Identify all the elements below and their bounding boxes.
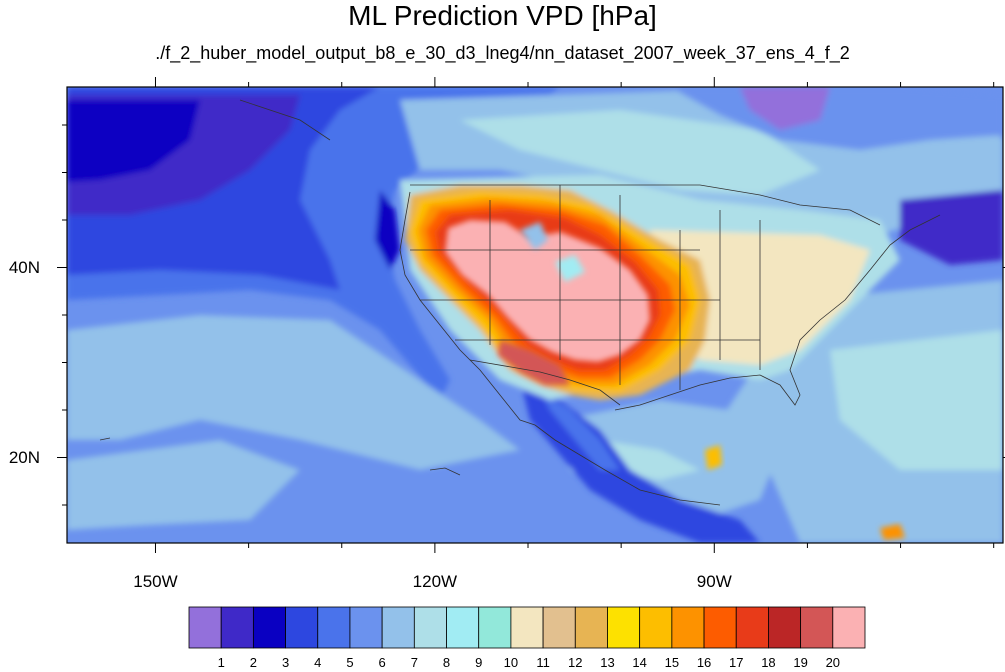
map-plot-area (67, 87, 1003, 543)
map-subtitle: ./f_2_huber_model_output_b8_e_30_d3_lneg… (155, 43, 850, 63)
colorbar-swatch (542, 606, 576, 649)
colorbar (188, 606, 866, 649)
colorbar-label: 14 (632, 655, 647, 670)
colorbar-label: 18 (761, 655, 776, 670)
colorbar-swatch (607, 606, 641, 649)
colorbar-label: 9 (475, 655, 483, 670)
colorbar-swatch (735, 606, 769, 649)
colorbar-label: 7 (410, 655, 418, 670)
colorbar-swatch (349, 606, 383, 649)
colorbar-swatch (317, 606, 351, 649)
colorbar-swatch (510, 606, 544, 649)
colorbar-label: 8 (442, 655, 451, 670)
colorbar-swatch (381, 606, 415, 649)
colorbar-swatch (703, 606, 737, 649)
colorbar-swatch (671, 606, 705, 649)
latitude-label: 20N (8, 447, 40, 467)
longitude-label: 90W (696, 572, 732, 591)
colorbar-swatch (252, 606, 286, 649)
colorbar-swatch (285, 606, 319, 649)
colorbar-swatch (413, 606, 447, 649)
colorbar-label: 16 (696, 655, 712, 670)
vpd-core-region (445, 220, 650, 362)
colorbar-label: 12 (568, 655, 583, 670)
colorbar-label: 11 (536, 655, 550, 670)
axis-ticks (57, 77, 1005, 553)
colorbar-label: 19 (793, 655, 808, 670)
longitude-label: 120W (412, 572, 458, 591)
map-title: ML Prediction VPD [hPa] (348, 0, 657, 31)
colorbar-swatch (188, 606, 222, 649)
colorbar-label: 2 (249, 655, 257, 670)
colorbar-label: 3 (281, 655, 290, 670)
colorbar-label: 4 (314, 655, 322, 670)
colorbar-label: 20 (825, 655, 841, 670)
colorbar-swatch (446, 606, 480, 649)
colorbar-swatch (574, 606, 608, 649)
colorbar-label: 1 (217, 655, 225, 670)
colorbar-label: 13 (600, 655, 615, 670)
colorbar-label: 5 (346, 655, 354, 670)
colorbar-label: 17 (729, 655, 744, 670)
colorbar-swatch (768, 606, 802, 649)
coastlines (99, 99, 941, 506)
colorbar-label: 15 (664, 655, 680, 670)
colorbar-label: 6 (378, 655, 386, 670)
colorbar-swatch (832, 606, 866, 649)
colorbar-swatch (800, 606, 834, 649)
colorbar-swatch (478, 606, 512, 649)
longitude-label: 150W (133, 572, 178, 591)
colorbar-swatch (639, 606, 673, 649)
colorbar-label: 10 (503, 655, 519, 670)
latitude-label: 40N (8, 257, 40, 277)
colorbar-swatch (220, 606, 254, 649)
